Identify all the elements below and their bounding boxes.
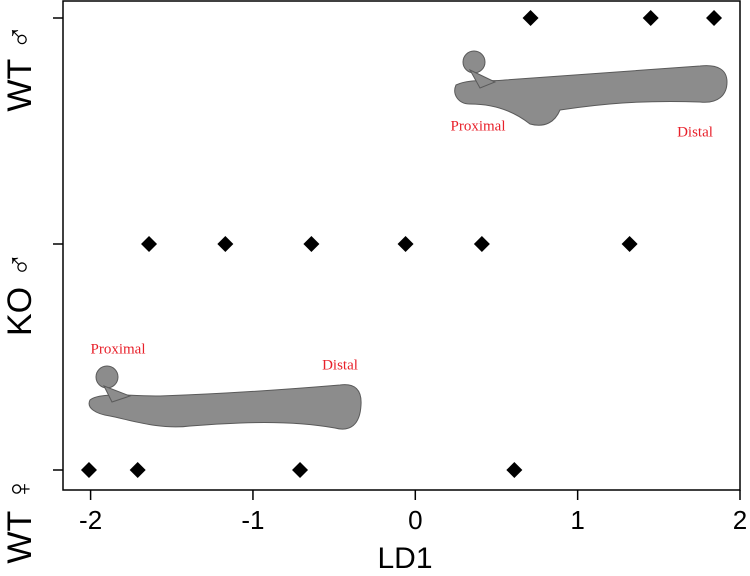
point [397,236,414,252]
x-axis-title: LD1 [377,542,432,575]
plot-frame [62,0,741,491]
bone-bottom [88,365,362,430]
x-tick-label: -2 [79,505,102,535]
point [141,236,158,252]
annotation: Proximal [91,341,146,357]
annotation: Proximal [451,118,506,134]
point [706,10,723,26]
x-tick-label: 2 [733,505,747,535]
point [292,462,309,478]
point [129,462,146,478]
point [621,236,638,252]
x-tick-label: 0 [408,505,422,535]
point [80,462,97,478]
y-tick-label: KO ♂ [1,252,39,336]
point [506,462,523,478]
x-tick-label: 1 [570,505,584,535]
x-tick-label: -1 [241,505,264,535]
annotation: Distal [677,124,713,140]
annotation: Distal [322,357,358,373]
point [642,10,659,26]
point [473,236,490,252]
y-tick-label: WT ♀ [1,476,39,563]
y-tick-label: WT ♂ [1,24,39,111]
bone-top [454,50,728,126]
point [303,236,320,252]
point [522,10,539,26]
point [217,236,234,252]
